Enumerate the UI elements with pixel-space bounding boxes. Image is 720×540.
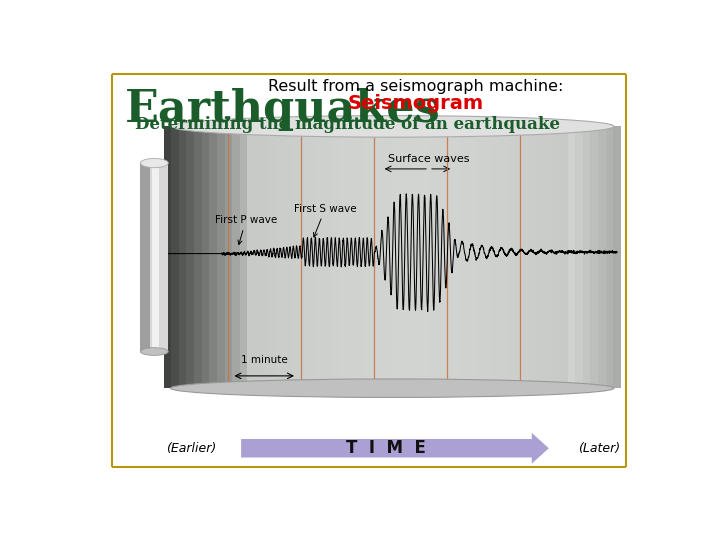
Bar — [415, 126, 423, 388]
Bar — [255, 126, 263, 388]
Bar — [369, 126, 377, 388]
Bar — [438, 126, 446, 388]
Bar — [179, 126, 186, 388]
Bar — [590, 126, 598, 388]
Bar — [293, 126, 301, 388]
Bar — [476, 126, 484, 388]
Bar — [606, 126, 613, 388]
Ellipse shape — [171, 379, 614, 397]
Bar — [308, 126, 316, 388]
Bar — [210, 126, 217, 388]
Text: (Later): (Later) — [578, 442, 620, 455]
Bar — [377, 126, 384, 388]
Bar — [522, 126, 529, 388]
Bar — [469, 126, 476, 388]
Text: Surface waves: Surface waves — [388, 153, 469, 164]
Text: T  I  M  E: T I M E — [346, 439, 426, 457]
Bar — [384, 126, 392, 388]
Bar — [491, 126, 499, 388]
Bar — [151, 163, 158, 352]
Ellipse shape — [140, 158, 168, 168]
Bar — [567, 126, 575, 388]
Bar — [361, 126, 369, 388]
Bar — [233, 126, 240, 388]
Bar — [544, 126, 552, 388]
Bar — [461, 126, 469, 388]
Bar — [286, 126, 293, 388]
Bar — [598, 126, 606, 388]
Polygon shape — [241, 433, 549, 464]
Bar — [240, 126, 248, 388]
Bar — [163, 126, 171, 388]
Ellipse shape — [171, 116, 614, 137]
Bar — [217, 126, 225, 388]
Text: Determining the magnitude of an earthquake: Determining the magnitude of an earthqua… — [135, 116, 560, 133]
Bar — [408, 126, 415, 388]
Text: First P wave: First P wave — [215, 215, 277, 245]
Bar — [453, 126, 461, 388]
Bar — [186, 126, 194, 388]
Bar — [613, 126, 621, 388]
Bar — [392, 126, 400, 388]
Bar — [331, 126, 339, 388]
Text: First S wave: First S wave — [294, 204, 356, 237]
Bar — [400, 126, 408, 388]
Bar — [140, 163, 168, 352]
Bar — [575, 126, 582, 388]
Bar — [446, 126, 453, 388]
Text: Earthquakes: Earthquakes — [125, 88, 441, 131]
Bar — [582, 126, 590, 388]
Bar — [484, 126, 491, 388]
Text: 1 minute: 1 minute — [241, 355, 287, 365]
Bar — [194, 126, 202, 388]
Text: Result from a seismograph machine:: Result from a seismograph machine: — [268, 79, 563, 94]
Bar — [514, 126, 522, 388]
Bar — [537, 126, 544, 388]
Bar — [140, 163, 150, 352]
Bar — [270, 126, 278, 388]
Text: Seismogram: Seismogram — [348, 93, 484, 112]
Bar — [263, 126, 270, 388]
Bar — [354, 126, 361, 388]
Bar — [507, 126, 514, 388]
Bar — [202, 126, 210, 388]
Bar — [301, 126, 308, 388]
Ellipse shape — [140, 348, 168, 355]
Bar — [339, 126, 346, 388]
Bar — [225, 126, 233, 388]
Bar — [278, 126, 286, 388]
Bar — [499, 126, 507, 388]
Bar — [560, 126, 567, 388]
Bar — [324, 126, 331, 388]
Bar — [316, 126, 324, 388]
Bar — [431, 126, 438, 388]
Text: (Earlier): (Earlier) — [166, 442, 216, 455]
Bar — [552, 126, 560, 388]
Bar — [423, 126, 431, 388]
Bar — [529, 126, 537, 388]
Bar — [248, 126, 255, 388]
Bar — [346, 126, 354, 388]
Bar — [171, 126, 179, 388]
